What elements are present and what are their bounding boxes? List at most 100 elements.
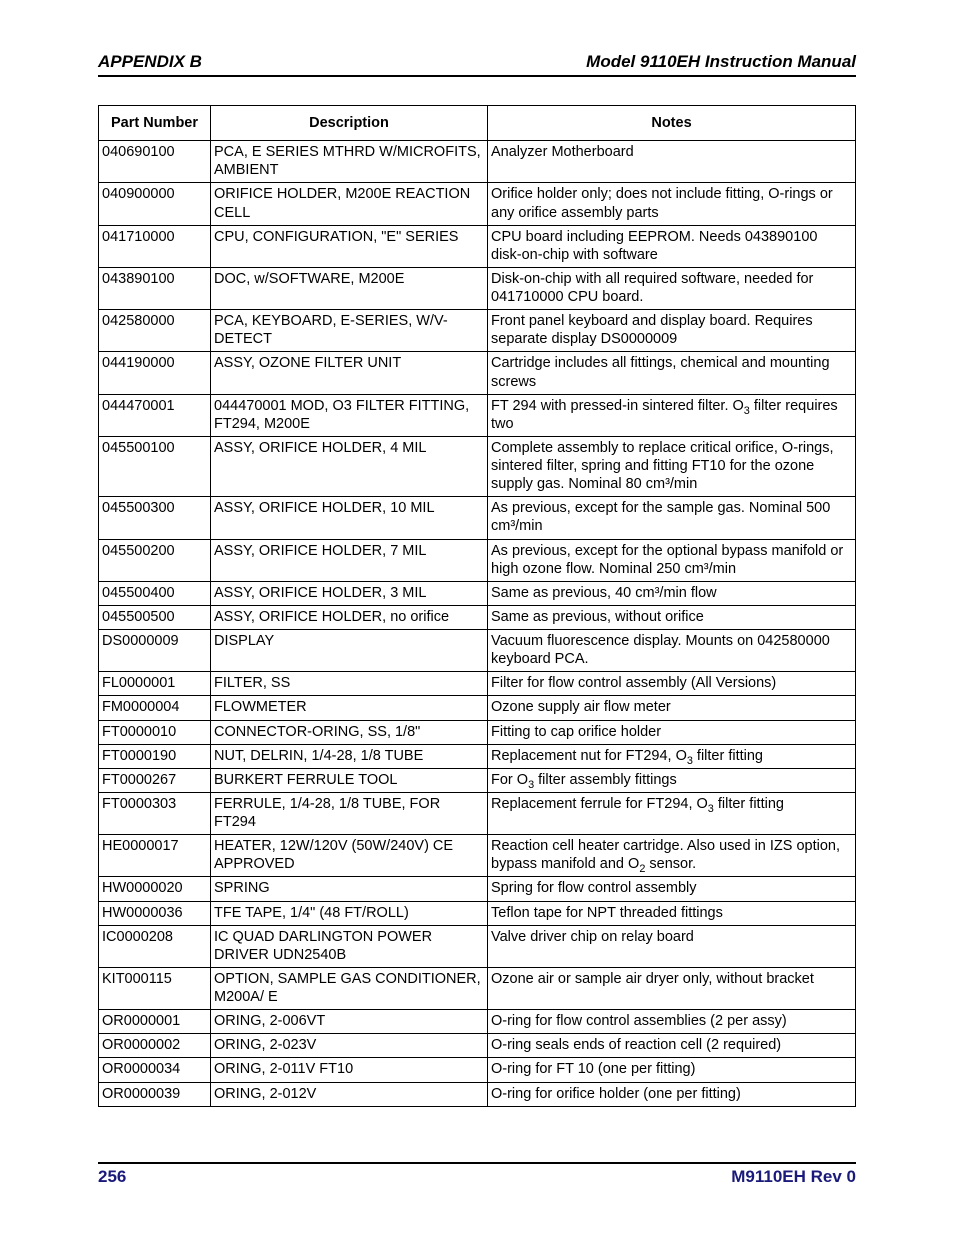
cell-notes: O-ring for orifice holder (one per fitti…	[488, 1082, 856, 1106]
cell-description: CONNECTOR-ORING, SS, 1/8"	[211, 720, 488, 744]
cell-notes: Fitting to cap orifice holder	[488, 720, 856, 744]
cell-notes: Front panel keyboard and display board. …	[488, 310, 856, 352]
cell-description: NUT, DELRIN, 1/4-28, 1/8 TUBE	[211, 744, 488, 768]
cell-description: ORING, 2-012V	[211, 1082, 488, 1106]
cell-description: ASSY, ORIFICE HOLDER, 3 MIL	[211, 581, 488, 605]
table-row: 045500500ASSY, ORIFICE HOLDER, no orific…	[99, 605, 856, 629]
cell-description: ORIFICE HOLDER, M200E REACTION CELL	[211, 183, 488, 225]
cell-notes: Replacement ferrule for FT294, O3 filter…	[488, 792, 856, 834]
cell-part-number: DS0000009	[99, 630, 211, 672]
table-row: FT0000190NUT, DELRIN, 1/4-28, 1/8 TUBERe…	[99, 744, 856, 768]
table-row: 043890100DOC, w/SOFTWARE, M200EDisk-on-c…	[99, 267, 856, 309]
table-row: 045500300ASSY, ORIFICE HOLDER, 10 MILAs …	[99, 497, 856, 539]
cell-notes: Complete assembly to replace critical or…	[488, 436, 856, 496]
cell-notes: Reaction cell heater cartridge. Also use…	[488, 835, 856, 877]
cell-part-number: 045500400	[99, 581, 211, 605]
cell-description: ASSY, ORIFICE HOLDER, 10 MIL	[211, 497, 488, 539]
cell-description: 044470001 MOD, O3 FILTER FITTING, FT294,…	[211, 394, 488, 436]
page: APPENDIX B Model 9110EH Instruction Manu…	[0, 0, 954, 1235]
cell-description: DOC, w/SOFTWARE, M200E	[211, 267, 488, 309]
cell-notes: Filter for flow control assembly (All Ve…	[488, 672, 856, 696]
cell-description: FERRULE, 1/4-28, 1/8 TUBE, FOR FT294	[211, 792, 488, 834]
cell-notes: Valve driver chip on relay board	[488, 925, 856, 967]
cell-part-number: 045500300	[99, 497, 211, 539]
cell-notes: Same as previous, 40 cm³/min flow	[488, 581, 856, 605]
cell-part-number: 042580000	[99, 310, 211, 352]
cell-notes: As previous, except for the sample gas. …	[488, 497, 856, 539]
table-row: 041710000CPU, CONFIGURATION, "E" SERIESC…	[99, 225, 856, 267]
header-appendix: APPENDIX B	[98, 52, 202, 72]
cell-part-number: OR0000001	[99, 1010, 211, 1034]
cell-description: ORING, 2-011V FT10	[211, 1058, 488, 1082]
cell-part-number: KIT000115	[99, 967, 211, 1009]
cell-description: DISPLAY	[211, 630, 488, 672]
cell-notes: Spring for flow control assembly	[488, 877, 856, 901]
cell-part-number: FT0000303	[99, 792, 211, 834]
table-row: DS0000009DISPLAYVacuum fluorescence disp…	[99, 630, 856, 672]
table-row: 042580000PCA, KEYBOARD, E-SERIES, W/V-DE…	[99, 310, 856, 352]
cell-description: TFE TAPE, 1/4" (48 FT/ROLL)	[211, 901, 488, 925]
table-row: FT0000010CONNECTOR-ORING, SS, 1/8"Fittin…	[99, 720, 856, 744]
cell-part-number: 045500200	[99, 539, 211, 581]
page-footer: 256 M9110EH Rev 0	[98, 1162, 856, 1187]
cell-part-number: 040690100	[99, 141, 211, 183]
cell-notes: Orifice holder only; does not include fi…	[488, 183, 856, 225]
table-row: 045500100ASSY, ORIFICE HOLDER, 4 MILComp…	[99, 436, 856, 496]
cell-part-number: 040900000	[99, 183, 211, 225]
cell-description: PCA, KEYBOARD, E-SERIES, W/V-DETECT	[211, 310, 488, 352]
cell-part-number: OR0000034	[99, 1058, 211, 1082]
table-row: 040900000ORIFICE HOLDER, M200E REACTION …	[99, 183, 856, 225]
cell-notes: O-ring for flow control assemblies (2 pe…	[488, 1010, 856, 1034]
parts-table: Part Number Description Notes 040690100P…	[98, 105, 856, 1107]
cell-part-number: 045500100	[99, 436, 211, 496]
cell-notes: Cartridge includes all fittings, chemica…	[488, 352, 856, 394]
cell-description: FLOWMETER	[211, 696, 488, 720]
cell-part-number: FM0000004	[99, 696, 211, 720]
cell-part-number: 043890100	[99, 267, 211, 309]
cell-notes: FT 294 with pressed-in sintered filter. …	[488, 394, 856, 436]
cell-description: HEATER, 12W/120V (50W/240V) CE APPROVED	[211, 835, 488, 877]
table-row: OR0000001ORING, 2-006VTO-ring for flow c…	[99, 1010, 856, 1034]
cell-description: FILTER, SS	[211, 672, 488, 696]
cell-description: ASSY, ORIFICE HOLDER, 4 MIL	[211, 436, 488, 496]
cell-part-number: HE0000017	[99, 835, 211, 877]
cell-part-number: OR0000002	[99, 1034, 211, 1058]
page-header: APPENDIX B Model 9110EH Instruction Manu…	[98, 52, 856, 77]
table-row: OR0000002ORING, 2-023VO-ring seals ends …	[99, 1034, 856, 1058]
cell-notes: Teflon tape for NPT threaded fittings	[488, 901, 856, 925]
cell-description: IC QUAD DARLINGTON POWER DRIVER UDN2540B	[211, 925, 488, 967]
cell-notes: For O3 filter assembly fittings	[488, 768, 856, 792]
table-row: HE0000017HEATER, 12W/120V (50W/240V) CE …	[99, 835, 856, 877]
parts-table-head: Part Number Description Notes	[99, 106, 856, 141]
table-row: KIT000115OPTION, SAMPLE GAS CONDITIONER,…	[99, 967, 856, 1009]
cell-description: CPU, CONFIGURATION, "E" SERIES	[211, 225, 488, 267]
table-row: FT0000267BURKERT FERRULE TOOLFor O3 filt…	[99, 768, 856, 792]
cell-notes: Vacuum fluorescence display. Mounts on 0…	[488, 630, 856, 672]
cell-notes: O-ring seals ends of reaction cell (2 re…	[488, 1034, 856, 1058]
table-row: OR0000034ORING, 2-011V FT10O-ring for FT…	[99, 1058, 856, 1082]
footer-page-number: 256	[98, 1167, 126, 1187]
header-title: Model 9110EH Instruction Manual	[586, 52, 856, 72]
cell-description: PCA, E SERIES MTHRD W/MICROFITS, AMBIENT	[211, 141, 488, 183]
col-header-part-number: Part Number	[99, 106, 211, 141]
table-row: 045500200ASSY, ORIFICE HOLDER, 7 MILAs p…	[99, 539, 856, 581]
table-row: FL0000001FILTER, SSFilter for flow contr…	[99, 672, 856, 696]
table-row: 040690100PCA, E SERIES MTHRD W/MICROFITS…	[99, 141, 856, 183]
col-header-description: Description	[211, 106, 488, 141]
cell-description: ASSY, ORIFICE HOLDER, no orifice	[211, 605, 488, 629]
cell-part-number: HW0000020	[99, 877, 211, 901]
table-row: HW0000036TFE TAPE, 1/4" (48 FT/ROLL)Tefl…	[99, 901, 856, 925]
cell-description: OPTION, SAMPLE GAS CONDITIONER, M200A/ E	[211, 967, 488, 1009]
cell-notes: Ozone air or sample air dryer only, with…	[488, 967, 856, 1009]
cell-part-number: 044190000	[99, 352, 211, 394]
col-header-notes: Notes	[488, 106, 856, 141]
cell-description: ASSY, OZONE FILTER UNIT	[211, 352, 488, 394]
cell-part-number: IC0000208	[99, 925, 211, 967]
table-row: 044470001044470001 MOD, O3 FILTER FITTIN…	[99, 394, 856, 436]
cell-notes: Same as previous, without orifice	[488, 605, 856, 629]
cell-notes: O-ring for FT 10 (one per fitting)	[488, 1058, 856, 1082]
table-row: 044190000ASSY, OZONE FILTER UNITCartridg…	[99, 352, 856, 394]
table-row: HW0000020SPRINGSpring for flow control a…	[99, 877, 856, 901]
cell-part-number: 041710000	[99, 225, 211, 267]
cell-notes: Analyzer Motherboard	[488, 141, 856, 183]
